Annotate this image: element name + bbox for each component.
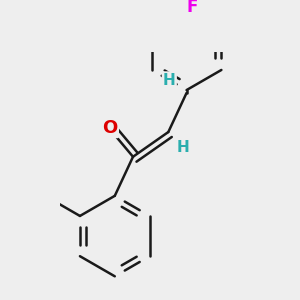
Text: H: H (176, 140, 189, 155)
Text: H: H (163, 73, 176, 88)
Text: O: O (102, 119, 118, 137)
Text: F: F (187, 0, 198, 16)
